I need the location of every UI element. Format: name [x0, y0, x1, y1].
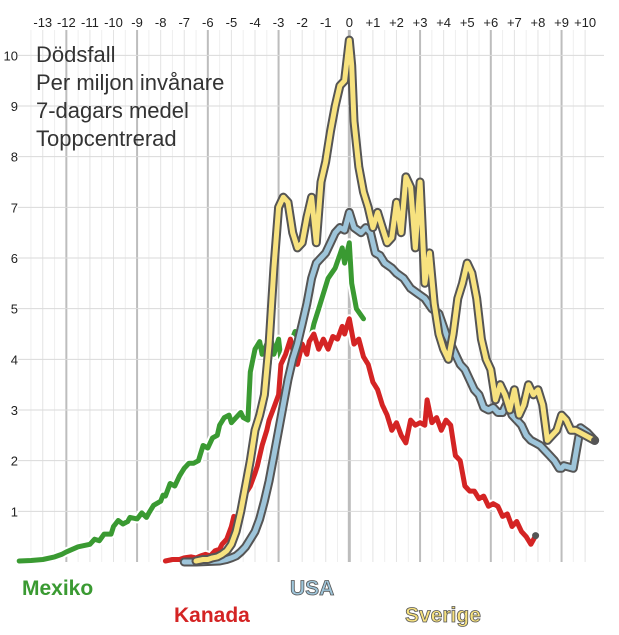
series-line-kanada	[162, 316, 539, 564]
y-tick-label: 8	[11, 150, 18, 165]
legend-sverige: Sverige	[405, 604, 481, 627]
y-tick-label: 7	[11, 200, 18, 215]
series-line-sverige	[193, 37, 598, 564]
title-line-1: Dödsfall	[36, 42, 115, 67]
series-end-point-sverige	[591, 436, 599, 444]
x-tick-label: +5	[460, 15, 475, 30]
x-tick-label: -6	[202, 15, 214, 30]
x-tick-label: -13	[33, 15, 52, 30]
y-tick-label: 1	[11, 504, 18, 519]
x-tick-label: +2	[389, 15, 404, 30]
x-tick-label: +9	[554, 15, 569, 30]
x-tick-label: -11	[81, 15, 99, 30]
title-line-4: Toppcentrerad	[36, 126, 177, 151]
x-tick-label: -2	[296, 15, 308, 30]
x-tick-label: -5	[226, 15, 238, 30]
y-tick-label: 5	[11, 302, 18, 317]
legend-usa: USA	[290, 577, 334, 600]
x-tick-label: +3	[413, 15, 428, 30]
x-tick-label: -3	[273, 15, 285, 30]
x-tick-label: +10	[574, 15, 596, 30]
x-tick-label: -1	[320, 15, 332, 30]
x-tick-label: -8	[155, 15, 167, 30]
x-tick-label: -9	[131, 15, 143, 30]
axis-ticks: -13 -12 -11 -10 -9 -8 -7 -6 -5 -4 -3 -2 -1 0 +1 +2 +3 +4 +…	[4, 15, 597, 519]
y-tick-label: 3	[11, 403, 18, 418]
x-tick-label: +7	[507, 15, 522, 30]
chart-title: Dödsfall Per miljon invånare 7-dagars me…	[36, 42, 224, 151]
title-line-2: Per miljon invånare	[36, 70, 224, 95]
x-tick-label: -4	[249, 15, 261, 30]
legend-kanada: Kanada	[174, 604, 250, 627]
x-tick-label: +6	[483, 15, 498, 30]
x-tick-label: +1	[365, 15, 380, 30]
y-tick-label: 10	[4, 48, 18, 63]
x-tick-label: -12	[57, 15, 76, 30]
x-tick-label: +4	[436, 15, 451, 30]
series-line-usa	[181, 209, 598, 565]
legend: Mexiko Kanada USA Sverige	[22, 577, 481, 628]
y-tick-label: 2	[11, 454, 18, 469]
x-tick-label: 0	[346, 15, 353, 30]
x-tick-label: +8	[531, 15, 546, 30]
y-tick-label: 4	[11, 352, 18, 367]
x-tick-label: -10	[104, 15, 123, 30]
title-line-3: 7-dagars medel	[36, 98, 189, 123]
y-tick-label: 9	[11, 99, 18, 114]
series-end-point-kanada	[532, 532, 540, 540]
series-layer	[14, 35, 600, 567]
y-tick-label: 6	[11, 251, 18, 266]
legend-mexiko: Mexiko	[22, 577, 93, 600]
x-tick-label: -7	[178, 15, 190, 30]
